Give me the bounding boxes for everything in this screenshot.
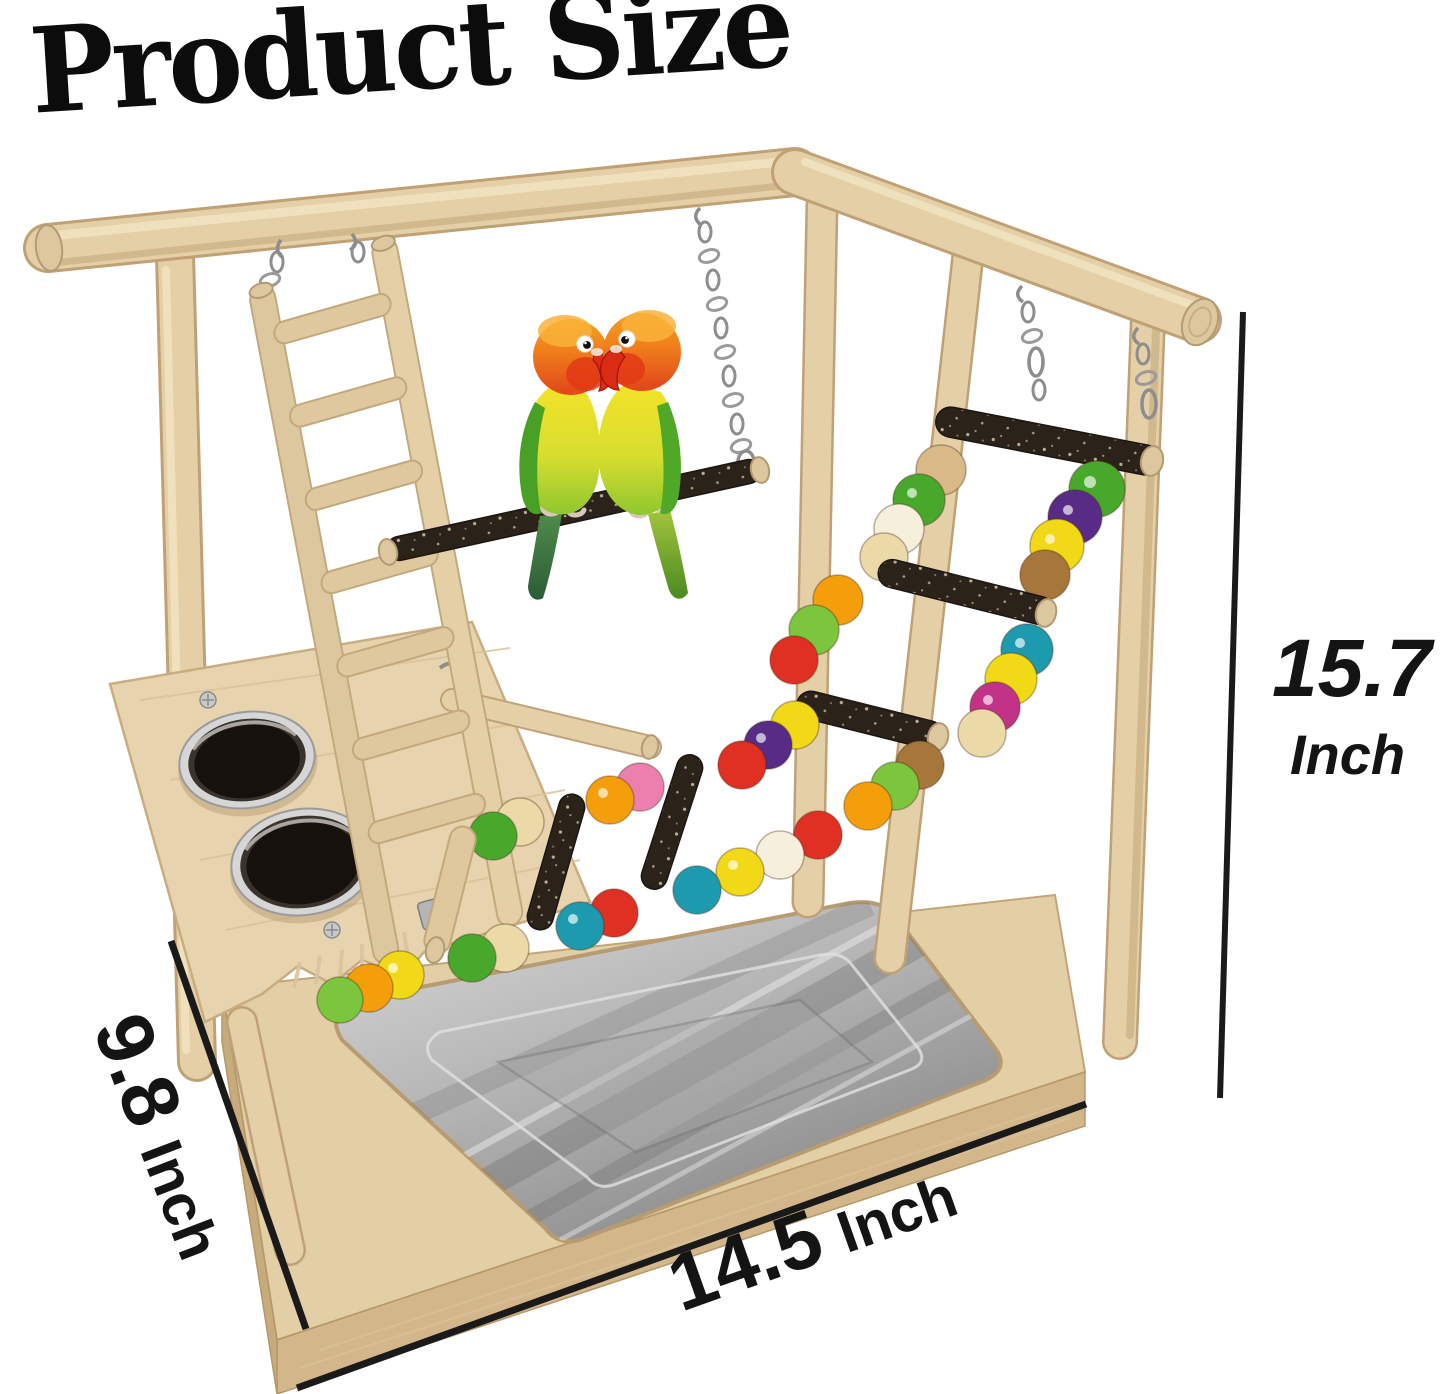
depth-dimension-line — [167, 939, 310, 1331]
chain — [257, 232, 366, 291]
bead — [843, 781, 893, 831]
tray-emboss-inner — [494, 998, 875, 1154]
bead — [717, 740, 767, 790]
bird-beak — [599, 346, 626, 391]
bead — [957, 708, 1007, 758]
rope-fringe — [292, 931, 410, 989]
bird-wing — [657, 402, 681, 515]
bird-body — [598, 383, 679, 516]
bead — [715, 847, 765, 897]
base-left-face — [221, 987, 278, 1394]
feeding-cup-front — [230, 807, 378, 924]
bead-highlights — [388, 476, 1096, 973]
bead — [769, 635, 819, 685]
lovebirds — [519, 310, 688, 600]
dimension-lines — [167, 311, 1246, 1392]
bird-wing — [519, 402, 545, 515]
bead — [447, 933, 497, 983]
width-dimension-line — [295, 1100, 1088, 1392]
top-frame-bars — [23, 147, 1222, 347]
branch-rung — [640, 754, 704, 890]
screw — [199, 691, 217, 709]
bead — [793, 810, 843, 860]
tray-emboss-outer — [426, 952, 924, 1188]
bird-tail — [648, 510, 688, 599]
screw — [323, 921, 341, 939]
steel-tray — [333, 900, 1003, 1244]
height-value: 15.7 — [1272, 623, 1432, 714]
chain — [1016, 284, 1159, 420]
bead-ladder — [316, 284, 1165, 1024]
bar-end-cap-left — [34, 224, 64, 272]
feeding-cup-back — [178, 710, 318, 817]
base-tray — [220, 893, 1087, 1394]
branch-rung — [526, 793, 586, 931]
bead — [585, 775, 635, 825]
chain — [694, 206, 756, 475]
bridge-end-dowel — [423, 825, 477, 964]
bead — [316, 976, 364, 1024]
lovebird-right — [598, 310, 688, 599]
height-unit: Inch — [1290, 723, 1406, 786]
platform-leg — [226, 1006, 306, 1266]
bead — [468, 811, 518, 861]
bead — [555, 901, 605, 951]
bead — [672, 865, 722, 915]
height-dimension-line — [1217, 311, 1246, 1099]
bird-tail — [528, 514, 562, 600]
